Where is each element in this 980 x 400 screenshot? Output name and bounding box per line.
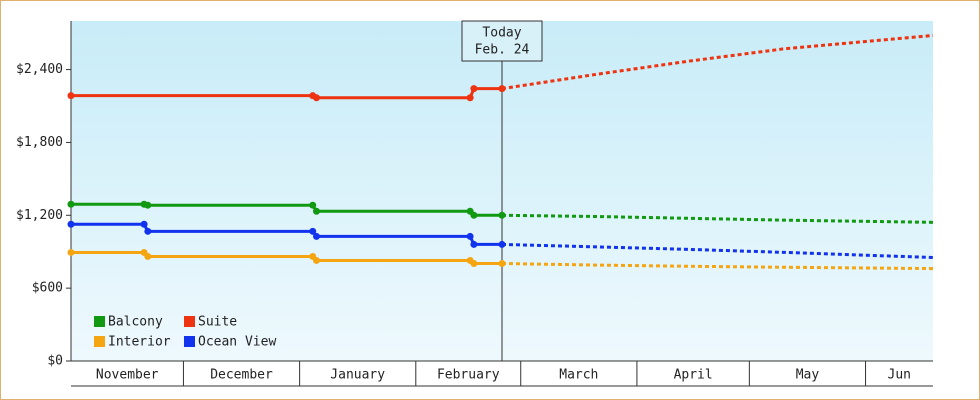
history-line [71, 87, 502, 100]
y-tick-label: $2,400 [16, 62, 63, 77]
point [466, 232, 474, 240]
point [470, 240, 478, 248]
point [67, 220, 75, 228]
y-tick-label: $1,800 [16, 135, 63, 150]
legend-label: Balcony [108, 315, 163, 330]
point [67, 92, 75, 100]
forecast-line [501, 33, 934, 91]
point [67, 200, 75, 208]
y-tick-label: $0 [47, 354, 63, 369]
annotation-text: Feb. 24 [475, 43, 530, 58]
x-tick-label: February [437, 368, 500, 383]
point [498, 259, 506, 267]
point [470, 259, 478, 267]
y-tick-label: $600 [32, 281, 63, 296]
point [470, 85, 478, 93]
point [67, 248, 75, 256]
legend-swatch [184, 336, 195, 347]
x-tick-label: December [210, 368, 273, 383]
point [466, 94, 474, 102]
legend-label: Suite [198, 315, 237, 330]
x-tick-label: March [559, 368, 598, 383]
x-tick-label: November [96, 368, 159, 383]
x-tick-label: January [330, 368, 385, 383]
point [140, 220, 148, 228]
forecast-line [501, 261, 934, 271]
point [309, 201, 317, 209]
point [498, 85, 506, 93]
legend-swatch [94, 316, 105, 327]
legend-label: Interior [108, 335, 171, 350]
point [470, 211, 478, 219]
point [144, 201, 152, 209]
legend-label: Ocean View [198, 335, 276, 350]
legend-swatch [184, 316, 195, 327]
x-tick-label: May [796, 368, 820, 383]
x-tick-label: Jun [888, 368, 911, 383]
point [312, 94, 320, 102]
annotation-text: Today [482, 26, 521, 41]
forecast-line [501, 242, 934, 260]
point [312, 232, 320, 240]
point [144, 252, 152, 260]
y-tick-label: $1,200 [16, 208, 63, 223]
point [144, 227, 152, 235]
legend-swatch [94, 336, 105, 347]
forecast-line [501, 213, 934, 224]
point [498, 240, 506, 248]
point [498, 211, 506, 219]
annotation-box [461, 20, 543, 62]
point [312, 256, 320, 264]
point [312, 207, 320, 215]
point [309, 227, 317, 235]
x-tick-label: April [674, 368, 713, 383]
